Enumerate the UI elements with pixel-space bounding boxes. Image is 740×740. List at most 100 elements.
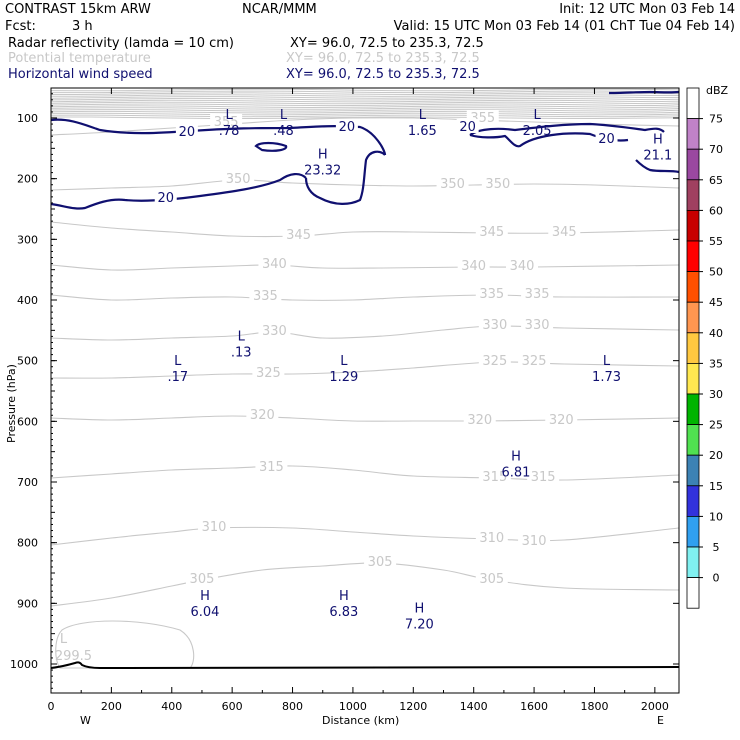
colorbar-swatch xyxy=(686,516,700,548)
field-xy-theta: XY= 96.0, 72.5 to 235.3, 72.5 xyxy=(286,51,480,66)
colorbar-level: 35 xyxy=(709,357,723,370)
theta-contour-325 xyxy=(50,361,680,379)
y-tick-label: 500 xyxy=(17,355,38,368)
theta-label-305: 305 xyxy=(479,572,504,587)
colorbar-level: 45 xyxy=(709,296,723,309)
theta-label-310: 310 xyxy=(479,531,504,546)
upper-theta-line xyxy=(50,112,680,116)
west-label: W xyxy=(80,714,91,727)
theta-label-330: 330 xyxy=(482,318,507,333)
wind-contours: 20 20 20 20 20 xyxy=(50,90,680,210)
upper-theta-line xyxy=(50,88,680,92)
extremum-value: 7.20 xyxy=(405,617,434,632)
y-tick-label: 600 xyxy=(17,415,38,428)
theta-label-350: 350 xyxy=(226,172,251,187)
extremum-marker-L: L xyxy=(533,108,541,123)
upper-theta-line xyxy=(50,90,680,94)
x-tick-label: 2000 xyxy=(641,700,669,713)
wind-label-mask xyxy=(154,190,177,204)
wind-label-mask xyxy=(335,119,358,133)
theta-label-325: 325 xyxy=(482,354,507,369)
colorbar-swatch xyxy=(686,240,700,273)
colorbar-swatch xyxy=(686,362,700,395)
theta-label-mask xyxy=(518,353,551,367)
theta-closed-contour xyxy=(55,620,195,669)
theta-label-350: 350 xyxy=(440,177,465,192)
extremum-marker-H: H xyxy=(200,589,210,604)
wind-contour-line xyxy=(608,90,680,95)
upper-theta-line xyxy=(50,103,680,107)
colorbar-level: 20 xyxy=(709,449,723,462)
colorbar-swatch xyxy=(686,271,700,303)
upper-theta-line xyxy=(50,107,680,110)
upper-theta-line xyxy=(50,94,680,97)
colorbar-unit: dBZ xyxy=(706,84,729,97)
extremum-marker-H: H xyxy=(414,601,424,616)
extremum-value: 6.81 xyxy=(501,466,530,481)
theta-label-315: 315 xyxy=(482,470,507,485)
colorbar-swatch xyxy=(686,577,700,609)
colorbar-level: 30 xyxy=(709,388,723,401)
wind-contour-line xyxy=(254,141,288,152)
extremum-marker-H: H xyxy=(511,450,521,465)
colorbar-swatch xyxy=(686,332,700,364)
wind-label-20: 20 xyxy=(179,125,196,140)
colorbar-swatch xyxy=(686,454,700,487)
extremum-value: 1.29 xyxy=(329,370,358,385)
theta-label-mask xyxy=(258,323,291,337)
wind-contour-line xyxy=(50,173,307,210)
extremum-value: 23.32 xyxy=(304,164,341,179)
theta-low-value: 299.5 xyxy=(55,649,92,664)
y-tick-label: 1000 xyxy=(10,658,38,671)
y-tick-label: 900 xyxy=(17,597,38,610)
colorbar-swatch xyxy=(686,301,700,334)
theta-label-mask xyxy=(475,224,508,238)
figure-header: CONTRAST 15km ARW NCAR/MMM Init: 12 UTC … xyxy=(5,2,735,82)
theta-label-mask xyxy=(518,533,551,547)
colorbar-level: 50 xyxy=(709,266,723,279)
wind-contour-line xyxy=(635,159,680,174)
colorbar-level: 60 xyxy=(709,204,723,217)
theta-label-320: 320 xyxy=(250,408,275,423)
theta-label-335: 335 xyxy=(479,287,504,302)
colorbar-level: 40 xyxy=(709,327,723,340)
upper-level-theta-bundle xyxy=(50,88,680,120)
theta-label-mask xyxy=(545,412,578,426)
theta-label-mask xyxy=(282,227,315,241)
wind-contour-line xyxy=(469,122,665,136)
theta-contour-315 xyxy=(50,465,680,481)
x-tick-label: 1600 xyxy=(520,700,548,713)
theta-label-350: 350 xyxy=(485,177,510,192)
y-tick-label: 300 xyxy=(17,233,38,246)
init-time: Init: 12 UTC Mon 03 Feb 14 xyxy=(559,2,735,17)
x-tick-label: 1200 xyxy=(399,700,427,713)
x-tick-label: 600 xyxy=(222,700,243,713)
organization-label: NCAR/MMM xyxy=(242,2,317,17)
y-axis-title: Pressure (hPa) xyxy=(5,364,18,443)
theta-label-335: 335 xyxy=(253,289,278,304)
theta-label-325: 325 xyxy=(256,366,281,381)
extremum-marker-L: L xyxy=(174,354,182,369)
theta-label-mask xyxy=(436,176,469,190)
theta-label-mask xyxy=(478,317,511,331)
colorbar-level: 25 xyxy=(709,419,723,432)
colorbar-swatch xyxy=(686,546,700,579)
model-title: CONTRAST 15km ARW xyxy=(5,2,151,17)
extremum-value: 6.83 xyxy=(329,605,358,620)
theta-label-320: 320 xyxy=(467,413,492,428)
theta-low-marker: L xyxy=(60,632,68,647)
valid-time: Valid: 15 UTC Mon 03 Feb 14 (01 ChT Tue … xyxy=(394,19,735,34)
extremum-value: .17 xyxy=(167,370,188,385)
colorbar-level: 10 xyxy=(709,510,723,523)
theta-label-305: 305 xyxy=(368,555,393,570)
colorbar-level: 65 xyxy=(709,174,723,187)
theta-label-mask xyxy=(210,114,243,128)
x-tick-label: 0 xyxy=(48,700,55,713)
colorbar-swatch xyxy=(686,118,700,150)
wind-label-mask xyxy=(175,124,198,138)
theta-label-345: 345 xyxy=(552,225,577,240)
theta-label-340: 340 xyxy=(461,259,486,274)
colorbar-level: 55 xyxy=(709,235,723,248)
extremum-marker-L: L xyxy=(340,354,348,369)
theta-label-355: 355 xyxy=(214,115,239,130)
